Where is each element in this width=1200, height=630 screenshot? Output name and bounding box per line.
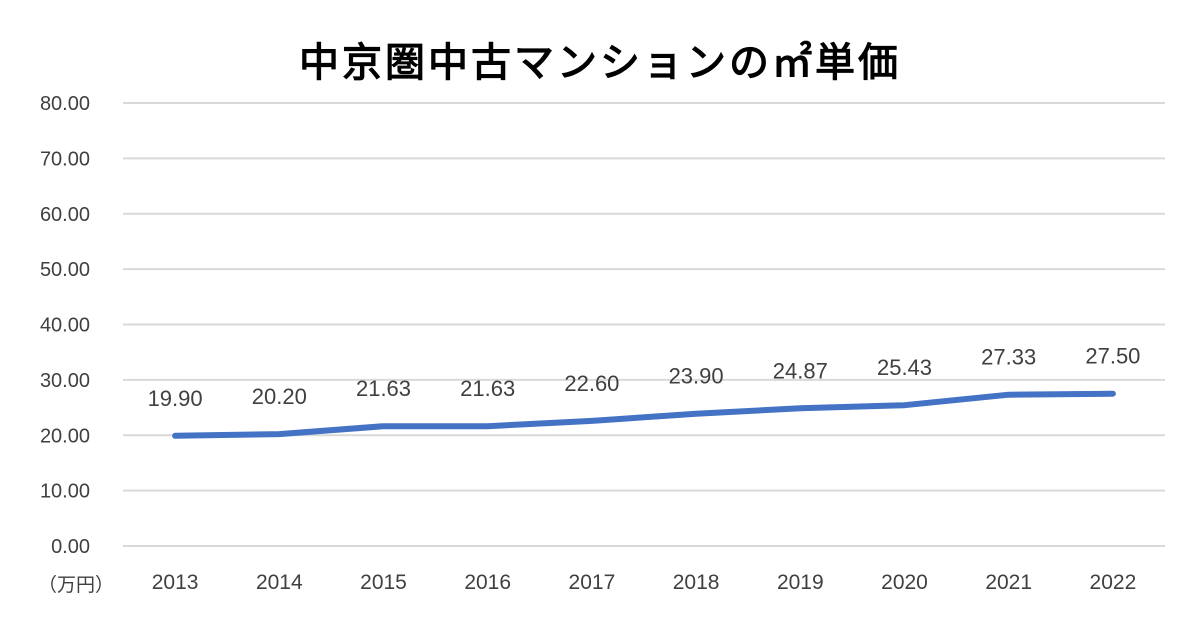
data-label: 19.90 <box>148 386 203 411</box>
y-tick-label: 10.00 <box>40 481 90 503</box>
x-tick-label: 2020 <box>881 571 928 594</box>
y-axis-ticks: 0.00 10.00 20.00 30.00 40.00 50.00 60.00 70.00 8… <box>40 93 90 558</box>
x-tick-label: 2018 <box>673 571 720 594</box>
x-tick-label: 2016 <box>464 571 511 594</box>
data-label: 21.63 <box>356 376 411 401</box>
data-label: 22.60 <box>564 371 619 396</box>
data-label: 27.50 <box>1085 344 1140 369</box>
x-tick-label: 2022 <box>1090 571 1137 594</box>
data-label: 23.90 <box>669 364 724 389</box>
x-tick-label: 2019 <box>777 571 824 594</box>
data-label: 25.43 <box>877 355 932 380</box>
series-line <box>172 390 1116 439</box>
chart-title: 中京圏中古マンションの㎡単価 <box>299 40 901 86</box>
y-tick-label: 50.00 <box>40 259 90 281</box>
x-tick-label: 2021 <box>985 571 1032 594</box>
y-tick-label: 30.00 <box>40 370 90 392</box>
y-tick-label: 40.00 <box>40 315 90 337</box>
data-label: 27.33 <box>981 345 1036 370</box>
data-label: 24.87 <box>773 358 828 383</box>
x-tick-label: 2017 <box>569 571 616 594</box>
y-tick-label: 60.00 <box>40 204 90 226</box>
y-tick-label: 70.00 <box>40 148 90 170</box>
y-tick-label: 80.00 <box>40 93 90 115</box>
x-tick-label: 2014 <box>256 571 303 594</box>
x-tick-label: 2015 <box>360 571 407 594</box>
x-tick-label: 2013 <box>152 571 199 594</box>
y-tick-label: 0.00 <box>51 536 90 558</box>
gridlines <box>123 102 1165 547</box>
data-label: 20.20 <box>252 384 307 409</box>
x-axis-ticks: 2013 2014 2015 2016 2017 2018 2019 2020 2021 2022 <box>152 571 1137 594</box>
data-labels: 19.90 20.20 21.63 21.63 22.60 23.90 24.87 25.43… <box>148 344 1141 411</box>
data-label: 21.63 <box>460 376 515 401</box>
y-tick-label: 20.00 <box>40 425 90 447</box>
y-axis-unit-label: （万円） <box>38 574 115 596</box>
